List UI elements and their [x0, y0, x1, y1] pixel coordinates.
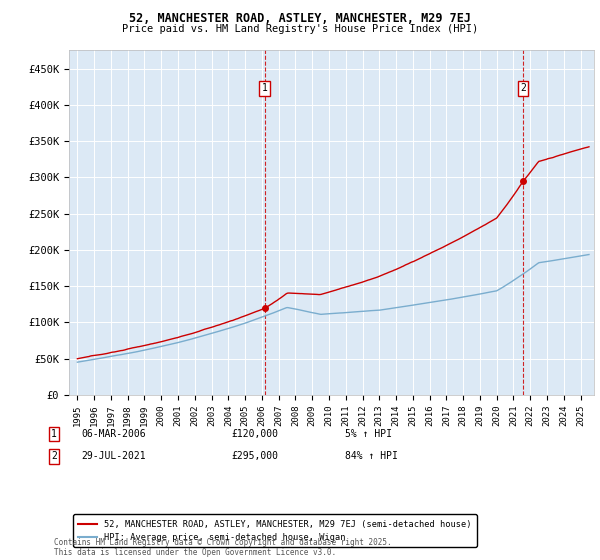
Text: £295,000: £295,000: [231, 451, 278, 461]
Legend: 52, MANCHESTER ROAD, ASTLEY, MANCHESTER, M29 7EJ (semi-detached house), HPI: Ave: 52, MANCHESTER ROAD, ASTLEY, MANCHESTER,…: [73, 515, 477, 547]
Text: 1: 1: [262, 83, 268, 94]
Text: 1: 1: [51, 429, 57, 439]
Text: 84% ↑ HPI: 84% ↑ HPI: [345, 451, 398, 461]
Text: 2: 2: [51, 451, 57, 461]
Text: £120,000: £120,000: [231, 429, 278, 439]
Text: 52, MANCHESTER ROAD, ASTLEY, MANCHESTER, M29 7EJ: 52, MANCHESTER ROAD, ASTLEY, MANCHESTER,…: [129, 12, 471, 25]
Text: 5% ↑ HPI: 5% ↑ HPI: [345, 429, 392, 439]
Text: 29-JUL-2021: 29-JUL-2021: [81, 451, 146, 461]
Text: 2: 2: [520, 83, 526, 94]
Text: 06-MAR-2006: 06-MAR-2006: [81, 429, 146, 439]
Text: Price paid vs. HM Land Registry's House Price Index (HPI): Price paid vs. HM Land Registry's House …: [122, 24, 478, 34]
Text: Contains HM Land Registry data © Crown copyright and database right 2025.
This d: Contains HM Land Registry data © Crown c…: [54, 538, 392, 557]
